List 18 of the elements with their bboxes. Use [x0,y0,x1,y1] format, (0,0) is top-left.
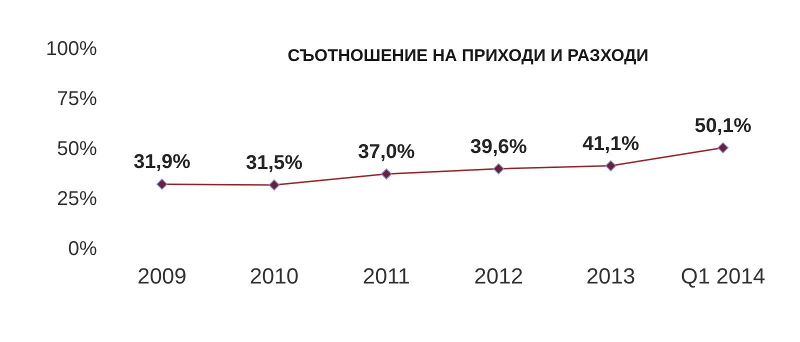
chart-title: СЪОТНОШЕНИЕ НА ПРИХОДИ И РАЗХОДИ [286,46,650,66]
y-tick-label: 25% [56,188,98,210]
x-tick-label: Q1 2014 [680,264,766,289]
y-tick-label: 75% [56,88,98,110]
x-tick-label: 2012 [474,264,524,289]
y-tick-label: 50% [56,138,98,160]
data-label: 31,5% [246,152,303,174]
data-label: 37,0% [358,141,415,163]
y-tick-label: 100% [46,38,98,60]
data-label: 39,6% [470,136,528,158]
x-tick-label: 2011 [362,264,410,289]
x-tick-label: 2013 [586,264,636,289]
data-label: 31,9% [134,151,191,174]
data-label: 50,1% [694,114,752,137]
data-label: 41,1% [582,132,640,155]
x-tick-label: 2009 [138,264,186,289]
x-tick-label: 2010 [250,264,299,289]
y-tick-label: 0% [68,238,98,260]
